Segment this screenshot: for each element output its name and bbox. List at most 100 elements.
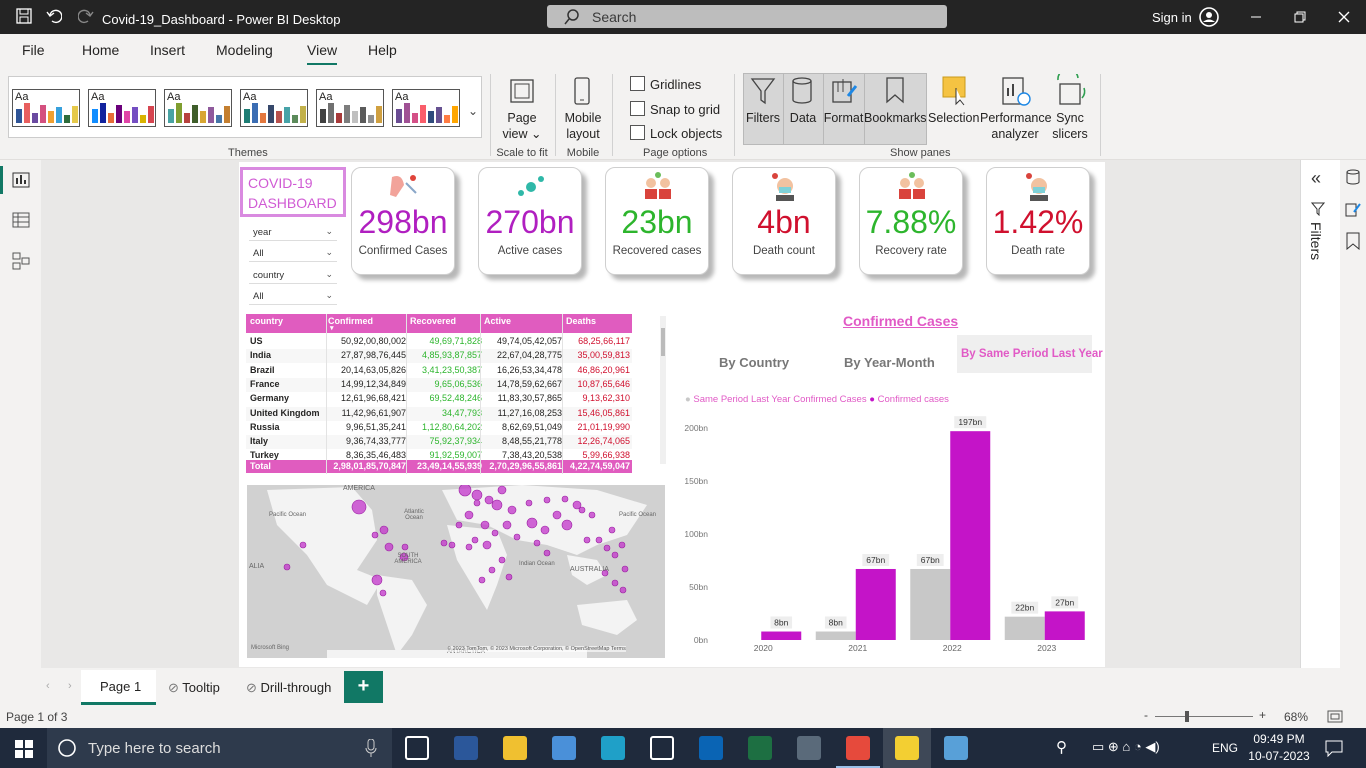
map-bubble[interactable] [464, 510, 474, 520]
map-bubble[interactable] [526, 517, 538, 529]
column-header-recovered[interactable]: Recovered [410, 316, 457, 326]
theme-swatch-5[interactable]: Aa [316, 89, 384, 127]
tab-by-country[interactable]: By Country [719, 355, 790, 370]
fit-to-page-icon[interactable] [1327, 710, 1343, 723]
power-bi-icon[interactable] [895, 736, 919, 760]
map-bubble[interactable] [491, 529, 499, 537]
map-bubble[interactable] [471, 489, 483, 501]
map-bubble[interactable] [611, 579, 619, 587]
taskbar-search-input[interactable]: Type here to search [47, 728, 392, 768]
menu-modeling[interactable]: Modeling [216, 42, 273, 58]
bar-last-year-2022[interactable] [910, 568, 951, 640]
report-view-icon[interactable] [12, 172, 30, 188]
confirmed-cases-bar-chart[interactable]: 0bn 50bn 100bn 150bn 200bn 2020 8bn 2021 8bn 67bn… [676, 410, 1096, 660]
people-icon[interactable]: ⚲ [1056, 739, 1067, 756]
column-header-confirmed[interactable]: Confirmed [328, 316, 373, 326]
snap-to-grid-checkbox[interactable] [630, 101, 645, 116]
uipath-icon[interactable] [601, 736, 625, 760]
kpi-card-active-cases[interactable]: 270bn Active cases [478, 167, 582, 275]
bar-confirmed-2022[interactable] [950, 431, 991, 640]
store-icon[interactable] [650, 736, 674, 760]
bar-confirmed-2020[interactable] [761, 631, 802, 640]
word-icon[interactable] [454, 736, 478, 760]
map-bubble[interactable] [491, 499, 503, 511]
bookmarks-pane-button[interactable]: Bookmarks [864, 111, 927, 125]
lock-objects-checkbox[interactable] [630, 125, 645, 140]
sign-in-link[interactable]: Sign in [1152, 10, 1192, 25]
menu-view[interactable]: View [307, 42, 338, 65]
map-bubble[interactable] [384, 542, 394, 552]
search-input[interactable]: Search [547, 5, 947, 28]
menu-help[interactable]: Help [368, 42, 397, 58]
map-bubble[interactable] [513, 533, 521, 541]
close-icon[interactable] [1338, 11, 1350, 23]
bar-last-year-2023[interactable] [1004, 616, 1045, 640]
map-bubble[interactable] [283, 563, 291, 571]
map-bubble[interactable] [401, 543, 409, 551]
map-bubble[interactable] [561, 495, 569, 503]
tab-page-1[interactable]: Page 1 [81, 670, 156, 705]
map-bubble[interactable] [497, 485, 507, 495]
map-bubble[interactable] [543, 496, 551, 504]
map-bubble[interactable] [525, 499, 533, 507]
table-row[interactable]: Russia 9,96,51,35,241 1,12,80,64,202 8,62,6… [246, 421, 632, 435]
table-row[interactable]: Germany 12,61,96,68,421 69,52,48,246 11,83,… [246, 392, 632, 406]
account-icon[interactable] [1199, 7, 1219, 27]
map-bubble[interactable] [619, 586, 627, 594]
table-row[interactable]: United Kingdom 11,42,96,61,907 34,47,793 11… [246, 406, 632, 421]
world-map[interactable]: AMERICA Pacific Ocean Atlantic Ocean SOUTH … [247, 485, 665, 658]
performance-analyzer-button[interactable]: Performance analyzer [980, 111, 1052, 141]
map-bubble[interactable] [507, 505, 517, 515]
map-bubble[interactable] [595, 536, 603, 544]
theme-swatch-3[interactable]: Aa [164, 89, 232, 127]
table-scrollbar[interactable] [660, 316, 666, 464]
zoom-slider[interactable] [1155, 716, 1253, 717]
menu-insert[interactable]: Insert [150, 42, 186, 58]
map-bubble[interactable] [505, 573, 513, 581]
tab-by-year-month[interactable]: By Year-Month [844, 355, 935, 370]
map-bubble[interactable] [471, 536, 479, 544]
undo-icon[interactable] [46, 8, 62, 24]
restore-icon[interactable] [1294, 11, 1306, 23]
map-bubble[interactable] [478, 576, 486, 584]
map-bubble[interactable] [371, 531, 379, 539]
map-bubble[interactable] [379, 525, 389, 535]
model-view-icon[interactable] [12, 252, 30, 270]
table-row[interactable]: Brazil 20,14,63,05,826 3,41,23,50,387 16,26… [246, 364, 632, 378]
bookmark-icon[interactable] [1346, 232, 1360, 250]
zoom-slider-thumb[interactable] [1185, 711, 1189, 722]
table-row[interactable]: Turkey 8,36,35,46,483 91,92,59,007 7,38,43,… [246, 449, 632, 463]
map-bubble[interactable] [572, 500, 582, 510]
kpi-card-recovered-cases[interactable]: 23bn Recovered cases [605, 167, 709, 275]
tray-icons[interactable]: ▭ ⊕ ⌂ ◔ ◀) [1092, 739, 1160, 754]
map-bubble[interactable] [379, 589, 387, 597]
map-bubble[interactable] [583, 536, 591, 544]
gridlines-checkbox[interactable] [630, 76, 645, 91]
filters-pane-button[interactable]: Filters [745, 111, 781, 125]
map-bubble[interactable] [371, 574, 383, 586]
map-bubble[interactable] [618, 541, 626, 549]
kpi-card-recovery-rate[interactable]: 7.88% Recovery rate [859, 167, 963, 275]
map-bubble[interactable] [440, 539, 448, 547]
tab-tooltip[interactable]: ⊘ Tooltip [168, 680, 220, 695]
excel-icon[interactable] [748, 736, 772, 760]
chrome-icon[interactable] [846, 736, 870, 760]
calculator-icon[interactable] [797, 736, 821, 760]
year-slicer-header[interactable]: year ⌄ [249, 225, 337, 241]
outlook-icon[interactable] [699, 736, 723, 760]
notifications-icon[interactable] [1325, 739, 1343, 757]
map-bubble[interactable] [533, 539, 541, 547]
table-row[interactable]: US 50,92,00,80,002 49,69,71,828 49,74,05,42… [246, 335, 632, 349]
language-indicator[interactable]: ENG [1212, 741, 1239, 755]
map-bubble[interactable] [621, 565, 629, 573]
kpi-card-confirmed-cases[interactable]: 298bn Confirmed Cases [351, 167, 455, 275]
theme-swatch-4[interactable]: Aa [240, 89, 308, 127]
format-pane-button[interactable]: Format [823, 111, 864, 125]
menu-home[interactable]: Home [82, 42, 120, 58]
data-icon[interactable] [1345, 168, 1361, 186]
map-bubble[interactable] [611, 551, 619, 559]
table-row[interactable]: France 14,99,12,34,849 9,65,06,536 14,78,59… [246, 377, 632, 392]
map-bubble[interactable] [498, 556, 506, 564]
bar-confirmed-2021[interactable] [855, 568, 896, 640]
table-row[interactable]: Italy 9,36,74,33,777 75,92,37,934 8,48,55,2… [246, 435, 632, 450]
